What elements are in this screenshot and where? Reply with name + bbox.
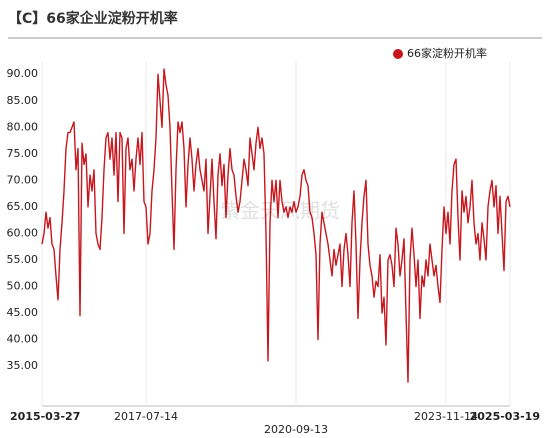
y-tick-label: 35.00 [7, 359, 39, 372]
legend-label: 66家淀粉开机率 [407, 46, 487, 60]
y-tick-label: 40.00 [7, 333, 39, 346]
y-tick-label: 50.00 [7, 280, 39, 293]
legend-marker [393, 49, 403, 59]
x-tick-label: 2017-07-14 [114, 410, 178, 423]
y-tick-label: 85.00 [7, 94, 39, 107]
y-tick-label: 70.00 [7, 173, 39, 186]
y-tick-label: 60.00 [7, 226, 39, 239]
y-tick-label: 65.00 [7, 200, 39, 213]
data-line [41, 68, 511, 383]
x-tick-label: 2023-11-14 [414, 410, 478, 423]
y-tick-label: 90.00 [7, 67, 39, 80]
y-tick-label: 80.00 [7, 120, 39, 133]
x-tick-label: 2020-09-13 [264, 423, 328, 436]
x-tick-label: 2025-03-19 [470, 410, 540, 423]
y-tick-label: 55.00 [7, 253, 39, 266]
y-tick-label: 45.00 [7, 306, 39, 319]
x-tick-label: 2015-03-27 [10, 410, 80, 423]
chart-title: 【C】66家企业淀粉开机率 [8, 10, 178, 27]
y-tick-label: 75.00 [7, 147, 39, 160]
